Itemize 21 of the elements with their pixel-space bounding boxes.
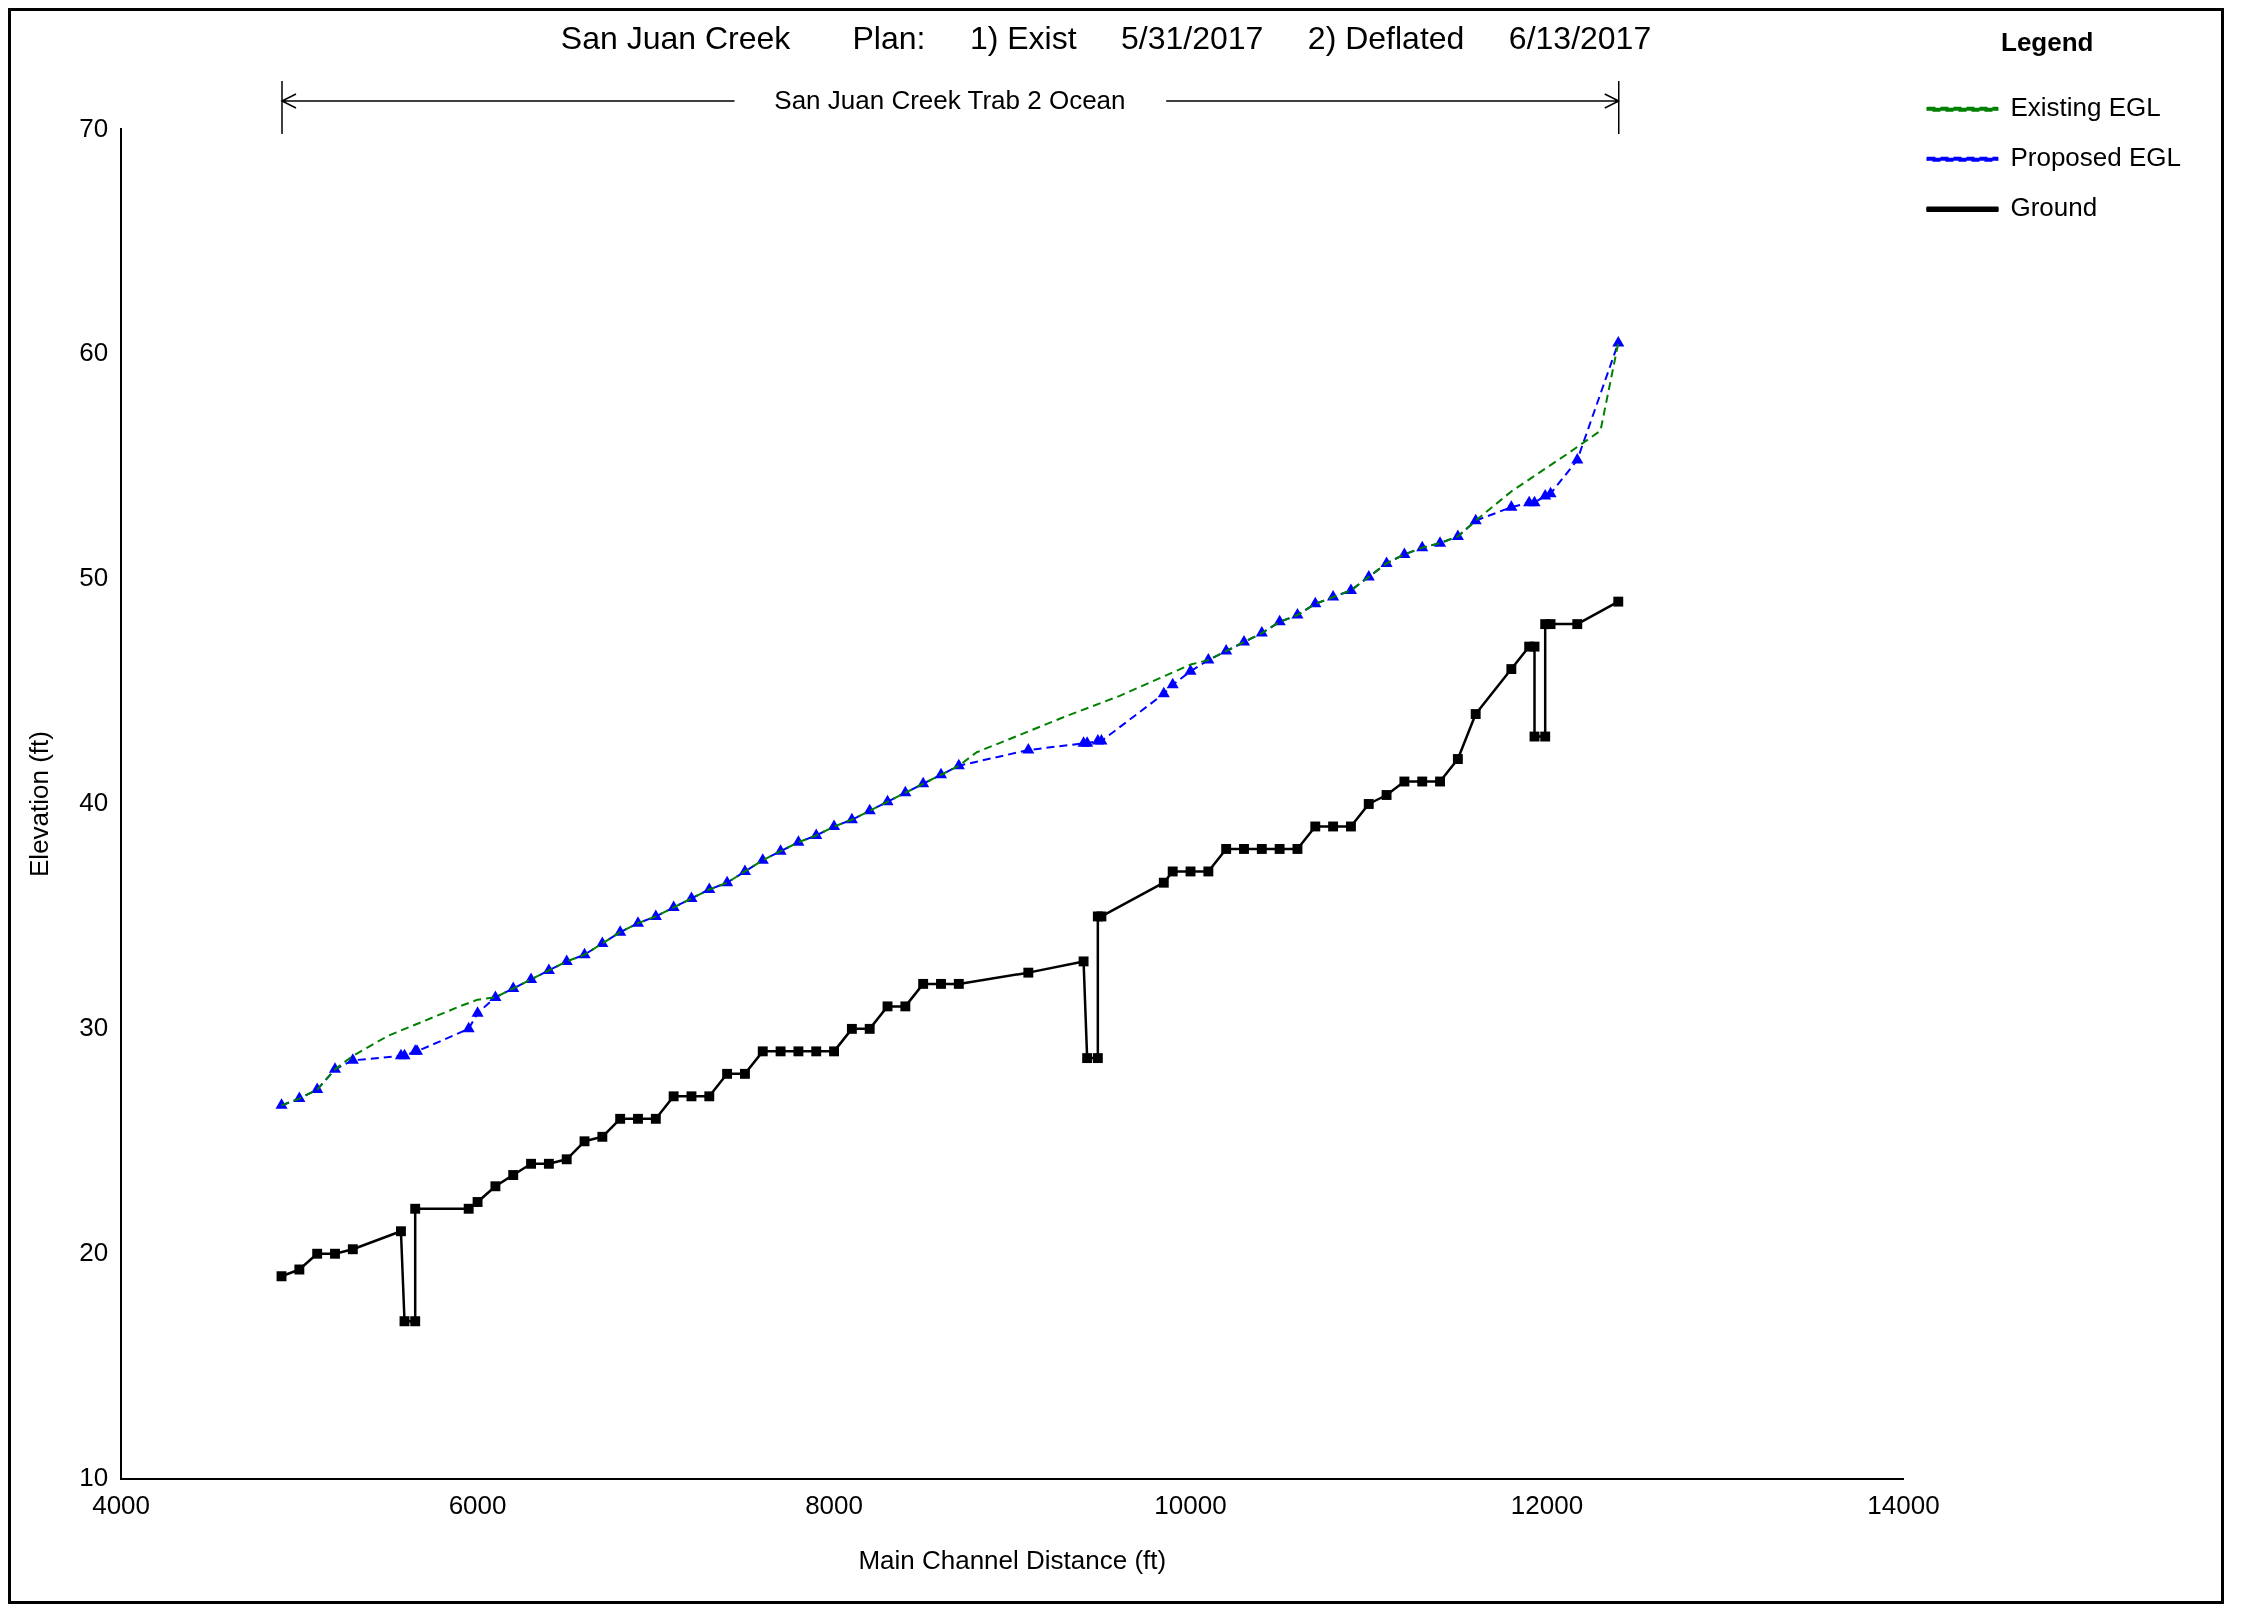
y-tick-label: 60: [79, 337, 109, 368]
x-tick-label: 12000: [1510, 1490, 1584, 1521]
x-tick-label: 4000: [92, 1490, 151, 1521]
y-tick-label: 70: [79, 112, 109, 143]
y-tick-label: 50: [79, 562, 109, 593]
y-axis-title: Elevation (ft): [23, 731, 54, 877]
legend-label: Proposed EGL: [2010, 142, 2182, 173]
x-axis-title: Main Channel Distance (ft): [858, 1544, 1167, 1575]
y-tick-label: 20: [79, 1236, 109, 1267]
x-tick-label: 14000: [1867, 1490, 1940, 1521]
legend-label: Existing EGL: [2010, 92, 2161, 123]
legend-title: Legend: [2001, 27, 2094, 58]
y-tick-label: 30: [79, 1012, 109, 1043]
x-tick-label: 8000: [805, 1490, 863, 1521]
y-tick-label: 40: [79, 787, 109, 818]
text: San Juan Creek Trab 2 Ocean: [774, 84, 1126, 115]
y-tick-label: 10: [79, 1461, 109, 1492]
x-tick-label: 10000: [1154, 1490, 1227, 1521]
legend-label: Ground: [2010, 192, 2098, 223]
x-tick-label: 6000: [448, 1490, 507, 1521]
chart-title: San Juan Creek Plan: 1) Exist 5/31/2017 2) Deflated 6/13/2017: [560, 20, 1652, 57]
